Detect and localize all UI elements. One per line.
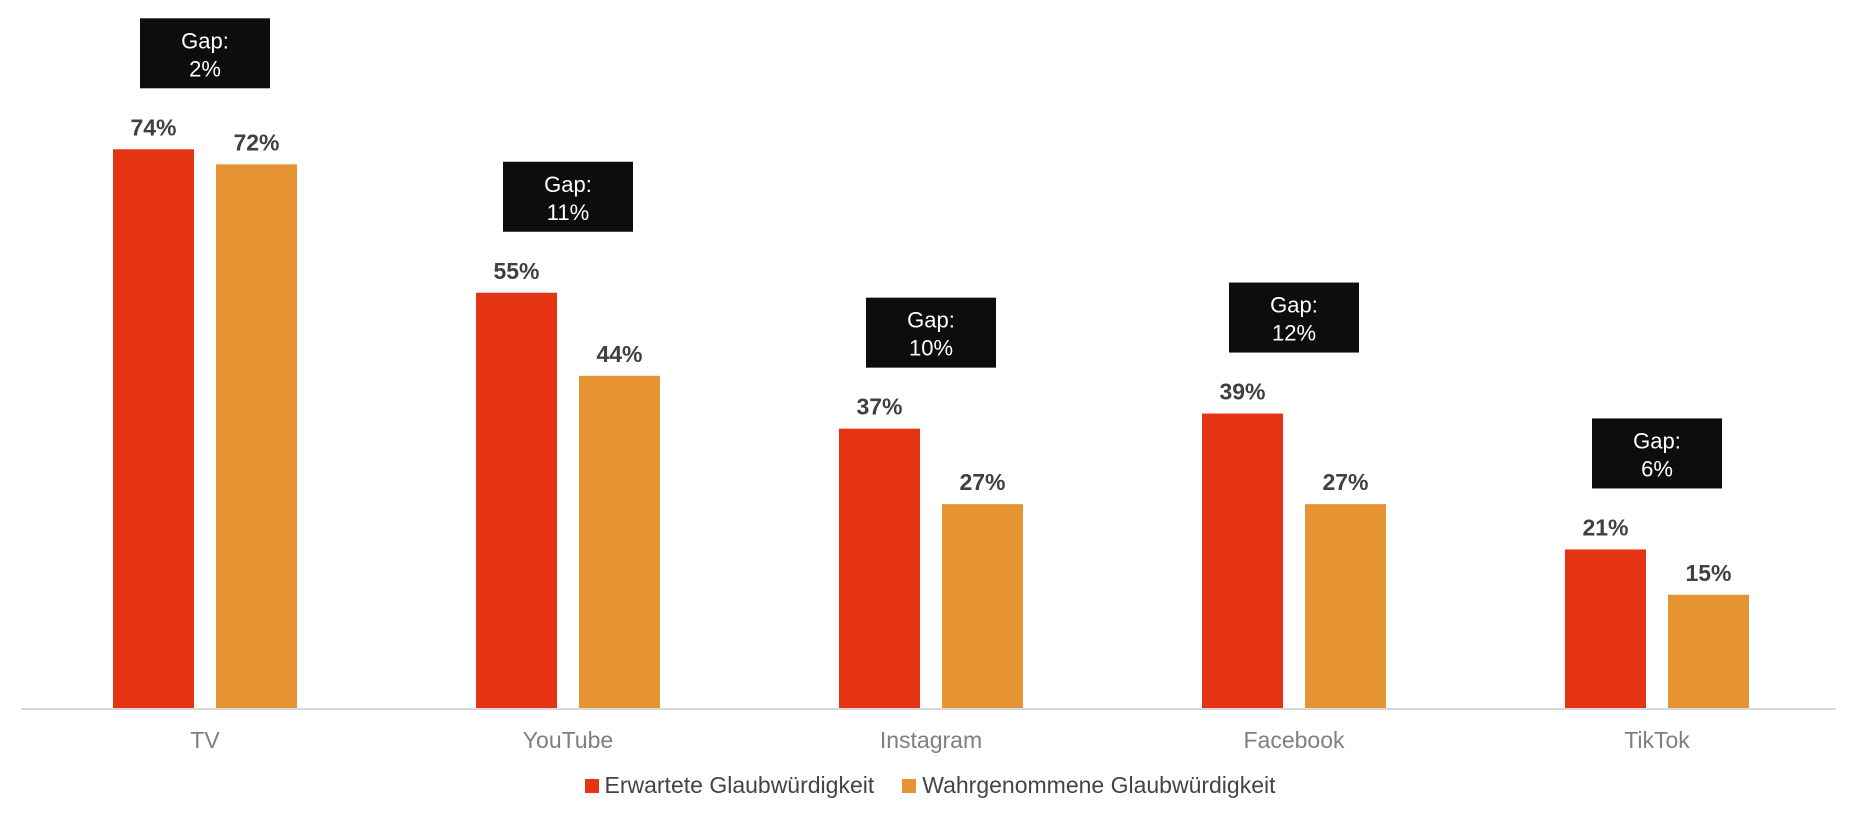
legend: Erwartete Glaubwürdigkeit Wahrgenommene … [0, 772, 1860, 799]
gap-annotation-value: 11% [547, 200, 589, 225]
category-label: TV [190, 727, 220, 753]
data-label: 21% [1582, 514, 1628, 540]
data-label: 15% [1685, 560, 1731, 586]
data-label: 39% [1219, 379, 1265, 405]
gap-annotation-value: 10% [909, 336, 953, 361]
legend-item-perceived: Wahrgenommene Glaubwürdigkeit [902, 772, 1276, 799]
gap-annotation-value: 12% [1272, 321, 1316, 346]
gap-annotation-title: Gap: [907, 308, 955, 333]
bar-perceived [1668, 594, 1749, 708]
gap-annotation-title: Gap: [181, 28, 229, 53]
gap-annotation-box [503, 161, 633, 232]
bar-perceived [1305, 504, 1386, 708]
data-label: 72% [233, 129, 279, 155]
bar-perceived [579, 375, 660, 708]
gap-annotation-title: Gap: [1270, 293, 1318, 318]
data-label: 44% [596, 341, 642, 367]
bar-expected [476, 292, 557, 708]
bar-expected [1202, 413, 1283, 708]
gap-annotation-box [1592, 418, 1722, 489]
data-label: 37% [856, 394, 902, 420]
bar-expected [839, 428, 920, 708]
legend-item-expected: Erwartete Glaubwürdigkeit [584, 772, 875, 799]
bar-expected [1565, 549, 1646, 708]
bar-perceived [216, 164, 297, 708]
category-label: YouTube [523, 727, 613, 753]
category-label: Instagram [880, 727, 982, 753]
gap-annotation-title: Gap: [1633, 428, 1681, 453]
gap-annotation-box [140, 18, 270, 89]
gap-annotation-box [866, 297, 996, 368]
data-label: 74% [130, 114, 176, 140]
legend-swatch-perceived [902, 778, 917, 793]
legend-label-perceived: Wahrgenommene Glaubwürdigkeit [922, 772, 1276, 798]
category-label: TikTok [1624, 727, 1690, 753]
gap-annotation-box [1229, 282, 1359, 353]
data-label: 27% [1322, 469, 1368, 495]
gap-annotation-value: 2% [189, 56, 221, 81]
data-label: 27% [959, 469, 1005, 495]
bar-perceived [942, 504, 1023, 708]
legend-label-expected: Erwartete Glaubwürdigkeit [604, 772, 875, 798]
legend-swatch-expected [584, 778, 599, 793]
gap-annotation-title: Gap: [544, 172, 592, 197]
category-label: Facebook [1243, 727, 1345, 753]
bar-expected [113, 149, 194, 709]
gap-annotation-value: 6% [1641, 456, 1673, 481]
data-label: 55% [493, 258, 539, 284]
